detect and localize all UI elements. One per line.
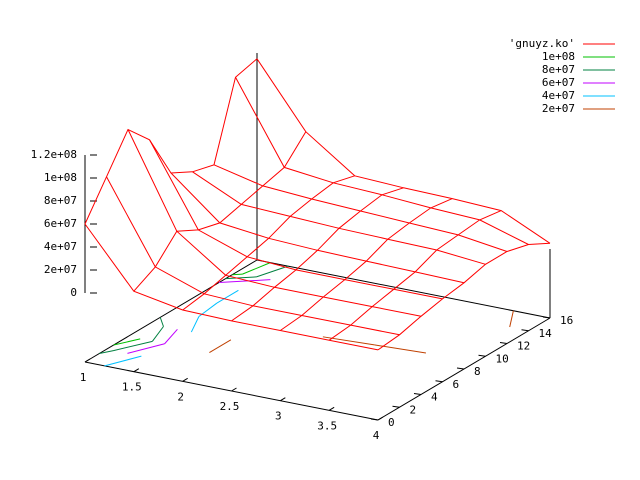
x-tick: [133, 368, 140, 373]
contour-segment: [218, 279, 271, 284]
x-tick: [84, 358, 91, 363]
y-tick-label: 4: [431, 391, 438, 404]
legend-label: 1e+08: [542, 50, 575, 63]
x-tick-label: 1: [80, 371, 87, 384]
y-tick-label: 14: [539, 327, 553, 340]
surface-row: [84, 223, 379, 351]
contour-segment: [209, 339, 232, 354]
contour-segment: [509, 310, 514, 328]
x-tick: [231, 387, 237, 392]
contour-segment: [242, 262, 271, 275]
y-tick-label: 2: [410, 403, 417, 416]
surface-column: [133, 131, 307, 292]
x-tick-label: 3: [275, 410, 282, 423]
z-tick-label: 1e+08: [44, 171, 77, 184]
contour-segment: [152, 326, 164, 342]
y-tick: [370, 418, 379, 421]
x-tick-label: 2: [177, 390, 184, 403]
x-tick: [182, 377, 188, 382]
y-tick: [456, 367, 465, 370]
z-tick-label: 6e+07: [44, 217, 77, 230]
contour-segment: [190, 316, 200, 333]
y-tick-label: 12: [517, 340, 530, 353]
legend-label: 4e+07: [542, 89, 575, 102]
y-tick-label: 0: [388, 416, 395, 429]
x-tick-label: 3.5: [317, 419, 337, 432]
contour-segment: [113, 338, 141, 346]
y-tick: [413, 393, 422, 395]
base-edge: [256, 259, 551, 319]
surface-column: [231, 187, 404, 322]
y-tick: [542, 316, 551, 319]
surface-column: [377, 242, 551, 351]
contour-segment: [216, 289, 239, 304]
x-tick: [377, 416, 384, 421]
surface-row: [149, 139, 443, 300]
contour-segment: [164, 328, 178, 345]
contour-segment: [232, 273, 243, 276]
contour-segment: [104, 355, 142, 367]
legend-label: 'gnuyz.ko': [509, 37, 575, 50]
surface-column: [84, 58, 258, 225]
z-tick-label: 4e+07: [44, 240, 77, 253]
contour-segment: [256, 265, 289, 278]
y-tick: [499, 342, 508, 344]
z-tick-label: 2e+07: [44, 263, 77, 276]
y-tick: [435, 380, 443, 383]
y-tick-label: 16: [560, 314, 573, 327]
legend-label: 2e+07: [542, 102, 575, 115]
y-tick: [478, 354, 486, 357]
legend-label: 8e+07: [542, 63, 575, 76]
z-tick-label: 0: [70, 286, 77, 299]
surface-row: [235, 77, 529, 245]
surface-row: [127, 129, 422, 317]
contour-segment: [159, 317, 164, 327]
contour-segment: [99, 350, 114, 354]
x-tick-label: 1.5: [122, 381, 142, 394]
x-tick-label: 2.5: [220, 400, 240, 413]
y-tick: [392, 405, 400, 408]
surface-column: [280, 198, 453, 331]
y-tick-label: 10: [496, 352, 509, 365]
surface-column: [328, 210, 502, 341]
y-tick-label: 8: [474, 365, 481, 378]
y-tick: [521, 329, 529, 332]
x-tick-label: 4: [373, 429, 380, 442]
x-tick: [280, 397, 286, 402]
z-tick-label: 8e+07: [44, 194, 77, 207]
contour-segment: [113, 340, 153, 352]
z-tick-label: 1.2e+08: [31, 148, 77, 161]
contour-segment: [127, 343, 165, 354]
legend-label: 6e+07: [542, 76, 575, 89]
y-tick-label: 6: [453, 378, 460, 391]
surface-row: [256, 58, 551, 244]
surface-row: [106, 176, 400, 336]
contour-segment: [374, 344, 426, 354]
x-tick: [328, 406, 335, 411]
surface-column: [182, 175, 355, 311]
contour-segment: [225, 276, 257, 280]
